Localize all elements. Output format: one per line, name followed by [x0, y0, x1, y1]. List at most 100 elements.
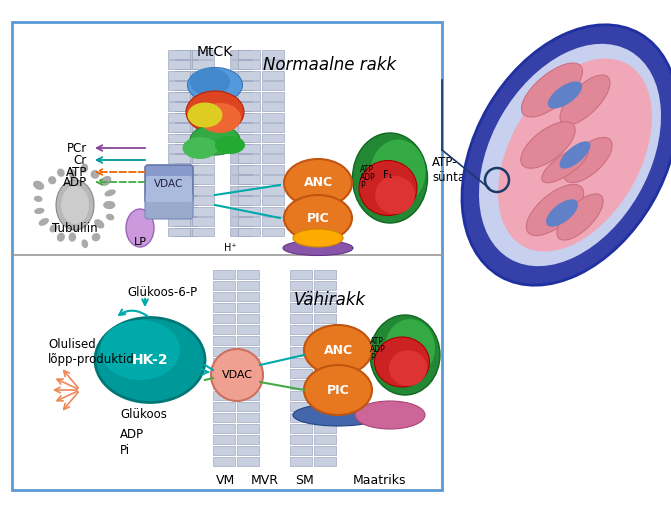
Bar — [168, 186, 190, 194]
Bar — [262, 228, 284, 236]
Bar — [238, 113, 260, 122]
Bar — [262, 92, 284, 100]
Bar — [262, 186, 284, 194]
Ellipse shape — [187, 103, 223, 127]
Text: PIC: PIC — [307, 212, 329, 225]
Bar — [314, 336, 336, 345]
Bar — [192, 81, 214, 90]
Bar — [168, 144, 190, 153]
Bar — [290, 446, 312, 456]
Bar — [237, 391, 259, 400]
Ellipse shape — [521, 122, 575, 168]
Bar — [262, 71, 284, 80]
Bar — [314, 413, 336, 422]
Bar — [192, 228, 214, 236]
Ellipse shape — [355, 401, 425, 429]
Bar — [175, 123, 197, 132]
Bar — [262, 123, 284, 132]
Ellipse shape — [370, 139, 425, 205]
Ellipse shape — [101, 176, 111, 186]
Bar — [168, 165, 190, 174]
Bar — [192, 61, 214, 69]
Text: VM: VM — [216, 474, 236, 486]
Ellipse shape — [81, 164, 88, 173]
Bar — [192, 71, 214, 80]
Ellipse shape — [48, 176, 56, 184]
Ellipse shape — [105, 189, 116, 196]
Ellipse shape — [548, 81, 582, 109]
Bar — [262, 144, 284, 153]
Bar — [314, 292, 336, 301]
Bar — [175, 207, 197, 216]
Ellipse shape — [56, 180, 94, 230]
Bar — [192, 217, 214, 226]
Ellipse shape — [57, 169, 64, 177]
Bar — [192, 155, 214, 163]
Bar — [168, 133, 190, 142]
Ellipse shape — [541, 147, 588, 183]
Ellipse shape — [304, 325, 372, 375]
Ellipse shape — [91, 170, 99, 179]
Text: Cr: Cr — [74, 154, 87, 167]
Ellipse shape — [211, 349, 263, 401]
Text: VDAC: VDAC — [221, 370, 252, 380]
Bar — [213, 336, 235, 345]
Ellipse shape — [50, 224, 58, 232]
Bar — [168, 50, 190, 59]
Bar — [213, 457, 235, 466]
Bar — [213, 446, 235, 456]
Ellipse shape — [190, 125, 240, 155]
Bar — [262, 207, 284, 216]
Bar — [237, 281, 259, 290]
Text: VDAC: VDAC — [154, 179, 184, 189]
Ellipse shape — [39, 218, 49, 226]
Bar — [237, 369, 259, 378]
Bar — [237, 424, 259, 433]
Text: HK-2: HK-2 — [132, 353, 168, 367]
Bar — [238, 186, 260, 194]
Bar — [237, 435, 259, 444]
Bar — [314, 347, 336, 357]
Bar — [237, 314, 259, 323]
Bar — [168, 217, 190, 226]
Bar — [230, 71, 252, 80]
Bar — [290, 270, 312, 279]
Bar — [237, 347, 259, 357]
Ellipse shape — [564, 137, 612, 183]
Text: ANC: ANC — [303, 177, 333, 189]
FancyBboxPatch shape — [12, 22, 442, 490]
Ellipse shape — [359, 161, 417, 216]
Ellipse shape — [557, 194, 603, 240]
Ellipse shape — [69, 169, 76, 180]
Ellipse shape — [100, 320, 180, 380]
Bar — [175, 175, 197, 184]
Bar — [262, 155, 284, 163]
Bar — [290, 292, 312, 301]
Text: Vähirakk: Vähirakk — [294, 291, 366, 309]
Ellipse shape — [546, 199, 578, 227]
Bar — [230, 133, 252, 142]
Bar — [238, 228, 260, 236]
Bar — [192, 196, 214, 205]
Bar — [230, 165, 252, 174]
Bar — [168, 155, 190, 163]
Bar — [290, 347, 312, 357]
Ellipse shape — [293, 404, 383, 426]
Bar — [175, 81, 197, 90]
Bar — [175, 102, 197, 111]
Bar — [175, 144, 197, 153]
Ellipse shape — [385, 319, 435, 377]
Bar — [290, 391, 312, 400]
Bar — [262, 133, 284, 142]
FancyBboxPatch shape — [146, 176, 192, 202]
FancyBboxPatch shape — [145, 165, 193, 203]
Bar — [237, 457, 259, 466]
Ellipse shape — [81, 239, 88, 248]
Ellipse shape — [103, 201, 115, 209]
Bar — [314, 314, 336, 323]
Ellipse shape — [186, 91, 244, 133]
Ellipse shape — [479, 44, 661, 266]
Text: PIC: PIC — [327, 383, 350, 396]
Bar — [168, 207, 190, 216]
Ellipse shape — [199, 103, 241, 133]
